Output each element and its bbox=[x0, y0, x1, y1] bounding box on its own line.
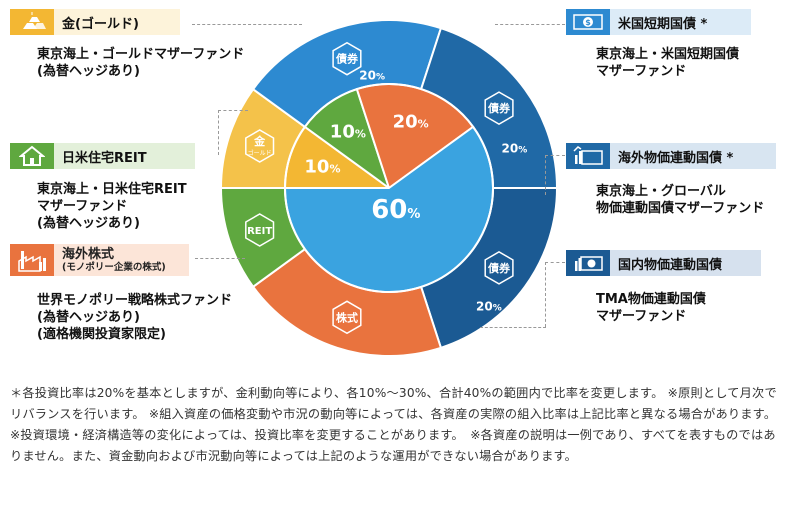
svg-text:$: $ bbox=[585, 18, 591, 27]
house-icon bbox=[10, 143, 54, 169]
fund-us-bond-line1: 東京海上・米国短期国債 bbox=[596, 47, 740, 62]
fund-reit-line1: 東京海上・日米住宅REIT bbox=[37, 182, 187, 197]
leader-jp-bond-h bbox=[480, 327, 546, 328]
legend-tag-global-bond: 海外物価連動国債 * bbox=[566, 143, 776, 169]
outer-value-us_bond: 20% bbox=[359, 69, 385, 83]
fund-stock-line1: 世界モノポリー戦略株式ファンド bbox=[37, 293, 233, 308]
fund-gold-line2: (為替ヘッジあり) bbox=[37, 64, 140, 79]
badge-hex-global_bond bbox=[484, 91, 514, 125]
outer-value-global_bond: 20% bbox=[501, 142, 527, 156]
leader-jp-bond bbox=[545, 262, 565, 263]
inner-value-reit: 10% bbox=[330, 121, 366, 142]
leader-gold bbox=[192, 24, 302, 25]
footnote: ＊各投資比率は20%を基本としますが、金利動向等により、各10%～30%、合計4… bbox=[10, 386, 787, 463]
fund-gold: 東京海上・ゴールドマザーファンド (為替ヘッジあり) bbox=[37, 46, 244, 80]
fund-reit-line3: (為替ヘッジあり) bbox=[37, 216, 140, 231]
outer-value-unit-us_bond: % bbox=[376, 73, 385, 83]
legend-tag-us-bond-label: 米国短期国債 * bbox=[610, 9, 751, 35]
legend-tag-global-bond-label: 海外物価連動国債 * bbox=[610, 143, 776, 169]
outer-value-unit-global_bond: % bbox=[518, 146, 527, 156]
legend-tag-reit: 日米住宅REIT bbox=[10, 143, 195, 169]
leader-reit-h bbox=[218, 110, 248, 111]
badge-sublabel-gold: ゴールド bbox=[248, 149, 272, 157]
legend-tag-stock-text: 海外株式 (モノポリー企業の株式) bbox=[54, 244, 189, 276]
badge-label-stock: 株式 bbox=[336, 310, 358, 324]
legend-tag-stock-label: 海外株式 bbox=[62, 246, 115, 262]
fund-stock-line3: (適格機関投資家限定) bbox=[37, 327, 166, 342]
fund-global-bond-line2: 物価連動国債マザーファンド bbox=[596, 201, 765, 216]
badge-hex-jp_bond bbox=[484, 251, 514, 285]
leader-jp-bond-v bbox=[545, 262, 547, 327]
fund-us-bond-line2: マザーファンド bbox=[596, 64, 687, 79]
legend-tag-us-bond: $ 米国短期国債 * bbox=[566, 9, 751, 35]
badge-label-us_bond: 債券 bbox=[335, 52, 359, 66]
dollar-bill-icon: $ bbox=[566, 9, 610, 35]
inner-value-number-bonds: 60 bbox=[371, 195, 407, 225]
outer-value-number-jp_bond: 20 bbox=[476, 299, 493, 313]
inner-value-bonds: 60% bbox=[371, 195, 420, 225]
leader-reit bbox=[218, 110, 220, 155]
leader-us-bond bbox=[495, 24, 565, 25]
fund-global-bond-line1: 東京海上・グローバル bbox=[596, 184, 726, 199]
legend-tag-reit-label: 日米住宅REIT bbox=[54, 143, 195, 169]
inner-value-number-reit: 10 bbox=[330, 121, 355, 142]
leader-stock bbox=[195, 258, 245, 259]
fund-gold-line1: 東京海上・ゴールドマザーファンド bbox=[37, 47, 245, 62]
legend-tag-stock-sublabel: (モノポリー企業の株式) bbox=[62, 261, 166, 273]
fund-global-bond: 東京海上・グローバル 物価連動国債マザーファンド bbox=[596, 183, 764, 217]
gold-bars-icon bbox=[10, 9, 54, 35]
leader-global-bond bbox=[545, 155, 565, 156]
fund-stock-line2: (為替ヘッジあり) bbox=[37, 310, 140, 325]
fund-jp-bond-line2: マザーファンド bbox=[596, 309, 687, 324]
legend-tag-gold-label: 金(ゴールド) bbox=[54, 9, 180, 35]
badge-label-global_bond: 債券 bbox=[487, 101, 511, 115]
legend-tag-gold: 金(ゴールド) bbox=[10, 9, 180, 35]
inner-value-unit-stock: % bbox=[418, 117, 429, 130]
outer-value-number-global_bond: 20 bbox=[501, 142, 518, 156]
badge-label-gold: 金 bbox=[253, 134, 266, 148]
badge-label-reit: REIT bbox=[247, 226, 272, 237]
yen-bill-icon bbox=[566, 250, 610, 276]
factory-icon bbox=[10, 244, 54, 276]
inner-value-number-gold: 10 bbox=[304, 156, 329, 177]
fund-jp-bond-line1: TMA物価連動国債 bbox=[596, 292, 706, 307]
inner-value-gold: 10% bbox=[304, 156, 340, 177]
outer-value-jp_bond: 20% bbox=[476, 299, 502, 313]
badge-hex-stock bbox=[332, 300, 362, 335]
legend-tag-jp-bond-label: 国内物価連動国債 bbox=[610, 250, 761, 276]
fund-jp-bond: TMA物価連動国債 マザーファンド bbox=[596, 291, 706, 325]
badge-hex-us_bond bbox=[332, 41, 362, 76]
legend-tag-jp-bond: 国内物価連動国債 bbox=[566, 250, 761, 276]
inner-value-number-stock: 20 bbox=[393, 111, 418, 132]
leader-global-bond-v bbox=[545, 155, 547, 195]
badge-hex-gold bbox=[245, 129, 275, 163]
outer-value-number-us_bond: 20 bbox=[359, 69, 376, 83]
inner-value-unit-gold: % bbox=[329, 162, 340, 175]
chart-bill-icon bbox=[566, 143, 610, 169]
inner-value-unit-reit: % bbox=[355, 127, 366, 140]
inner-value-stock: 20% bbox=[393, 111, 429, 132]
badge-label-jp_bond: 債券 bbox=[487, 261, 511, 275]
outer-value-unit-jp_bond: % bbox=[493, 303, 502, 313]
fund-reit: 東京海上・日米住宅REIT マザーファンド (為替ヘッジあり) bbox=[37, 181, 187, 232]
fund-stock: 世界モノポリー戦略株式ファンド (為替ヘッジあり) (適格機関投資家限定) bbox=[37, 292, 232, 343]
fund-reit-line2: マザーファンド bbox=[37, 199, 128, 214]
inner-ring-border bbox=[284, 83, 494, 293]
legend-tag-stock: 海外株式 (モノポリー企業の株式) bbox=[10, 244, 189, 276]
inner-value-unit-bonds: % bbox=[407, 207, 420, 222]
fund-us-bond: 東京海上・米国短期国債 マザーファンド bbox=[596, 46, 739, 80]
badge-hex-reit bbox=[245, 213, 275, 247]
